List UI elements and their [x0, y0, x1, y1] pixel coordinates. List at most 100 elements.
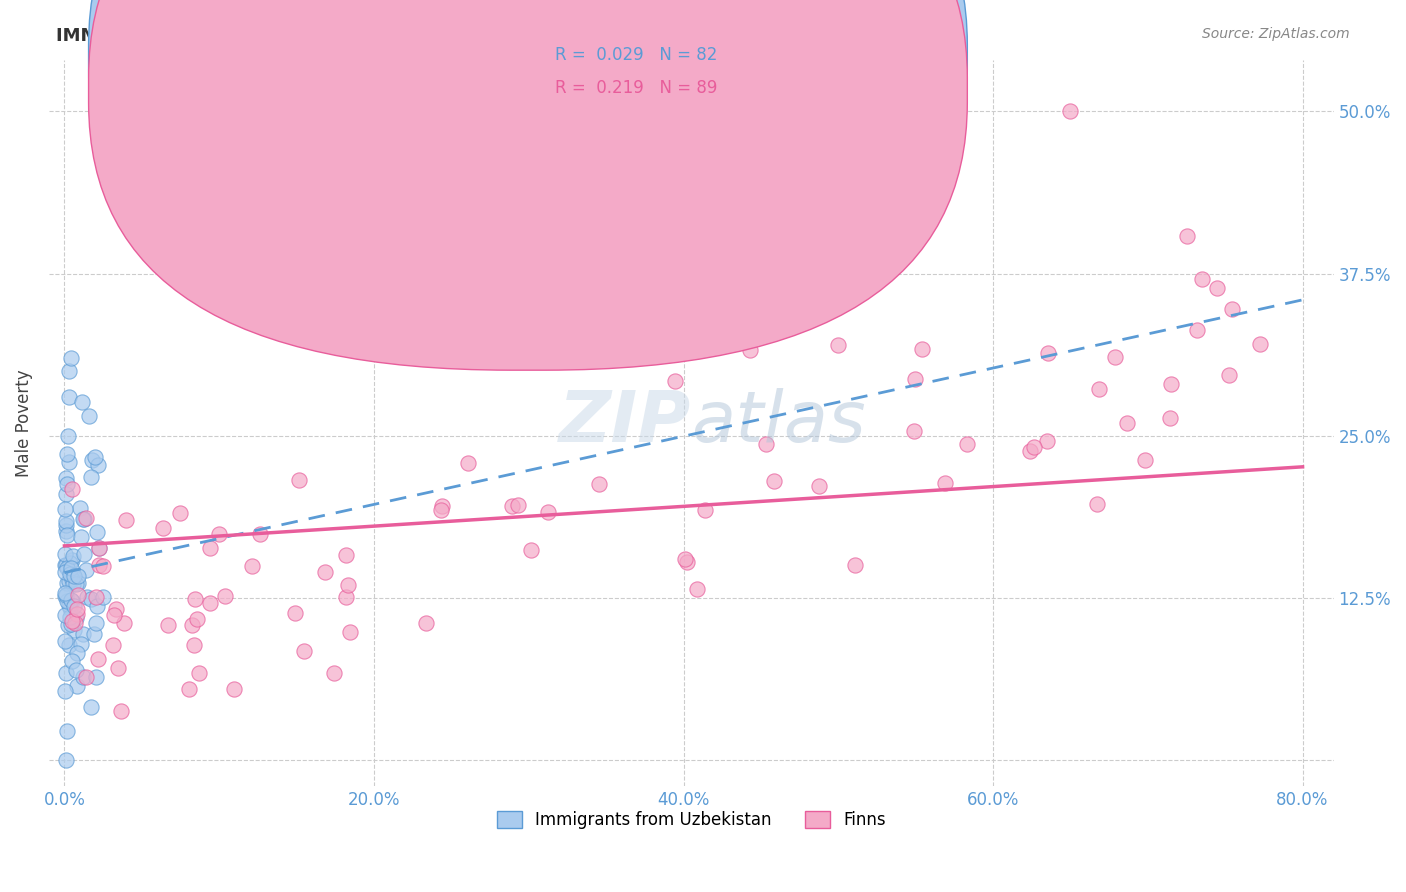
Point: [1191, 272, 1213, 286]
Point: [66, 588, 89, 602]
Point: [59, 351, 82, 365]
Point: [60, 592, 83, 607]
Point: [70, 395, 93, 409]
Point: [53, 565, 76, 579]
Point: [186, 612, 208, 626]
Point: [65, 611, 87, 625]
Point: [740, 343, 762, 357]
Point: [73, 548, 96, 562]
Point: [1038, 346, 1060, 360]
Point: [55, 594, 77, 608]
Point: [69, 500, 91, 515]
Point: [1218, 368, 1240, 382]
Point: [827, 338, 849, 352]
Point: [673, 552, 696, 566]
Point: [103, 638, 125, 652]
Point: [208, 526, 231, 541]
Point: [55, 666, 77, 681]
Point: [79, 591, 101, 606]
Point: [87, 652, 110, 666]
Point: [336, 578, 359, 592]
Point: [63, 599, 86, 614]
Point: [292, 644, 315, 658]
Text: IMMIGRANTS FROM UZBEKISTAN VS FINNISH MALE POVERTY CORRELATION CHART: IMMIGRANTS FROM UZBEKISTAN VS FINNISH MA…: [56, 27, 891, 45]
Point: [911, 342, 934, 356]
Point: [755, 436, 778, 450]
Point: [1019, 444, 1042, 458]
Point: [58, 364, 80, 378]
Point: [55, 517, 77, 532]
Text: ZIP: ZIP: [560, 388, 692, 458]
Point: [55, 684, 77, 698]
Point: [60, 594, 83, 608]
Point: [53, 502, 76, 516]
Point: [91, 559, 114, 574]
Point: [84, 590, 107, 604]
Point: [508, 498, 530, 512]
Point: [183, 639, 205, 653]
Point: [84, 670, 107, 684]
Point: [65, 646, 87, 660]
Point: [686, 582, 709, 597]
Point: [588, 477, 610, 491]
Text: R =  0.219   N = 89: R = 0.219 N = 89: [555, 79, 717, 97]
Point: [335, 549, 357, 563]
Point: [1249, 336, 1271, 351]
Point: [80, 470, 103, 484]
Point: [59, 557, 82, 571]
Point: [104, 601, 127, 615]
Point: [53, 586, 76, 600]
Point: [77, 409, 100, 423]
Point: [335, 590, 357, 604]
Point: [58, 638, 80, 652]
Point: [84, 615, 107, 630]
Point: [1160, 376, 1182, 391]
Point: [67, 576, 90, 591]
Point: [59, 610, 82, 624]
Point: [501, 499, 523, 513]
Point: [75, 510, 97, 524]
Point: [177, 682, 200, 697]
Point: [184, 592, 207, 607]
Point: [157, 618, 180, 632]
Point: [1104, 350, 1126, 364]
Point: [1206, 281, 1229, 295]
Point: [73, 512, 96, 526]
Point: [188, 666, 211, 681]
Point: [62, 549, 84, 563]
Point: [58, 574, 80, 589]
Point: [65, 602, 87, 616]
Point: [415, 615, 437, 630]
Point: [214, 589, 236, 603]
Point: [903, 424, 925, 438]
Point: [56, 428, 79, 442]
Point: [314, 565, 336, 579]
Point: [60, 553, 83, 567]
Point: [86, 599, 108, 614]
Point: [56, 448, 79, 462]
Point: [65, 607, 87, 621]
Point: [249, 526, 271, 541]
Point: [107, 661, 129, 675]
Point: [1159, 411, 1181, 425]
Point: [240, 559, 263, 574]
Point: [67, 568, 90, 582]
Point: [65, 663, 87, 677]
Point: [75, 670, 97, 684]
Point: [59, 601, 82, 615]
Point: [66, 679, 89, 693]
Point: [65, 615, 87, 630]
Point: [675, 555, 697, 569]
Point: [72, 670, 94, 684]
Point: [55, 588, 77, 602]
Point: [457, 456, 479, 470]
Point: [904, 372, 927, 386]
Point: [56, 618, 79, 632]
Point: [56, 723, 79, 738]
Point: [339, 624, 361, 639]
Point: [53, 633, 76, 648]
Point: [169, 506, 191, 520]
Point: [58, 598, 80, 612]
Point: [115, 513, 138, 527]
Point: [56, 561, 79, 575]
